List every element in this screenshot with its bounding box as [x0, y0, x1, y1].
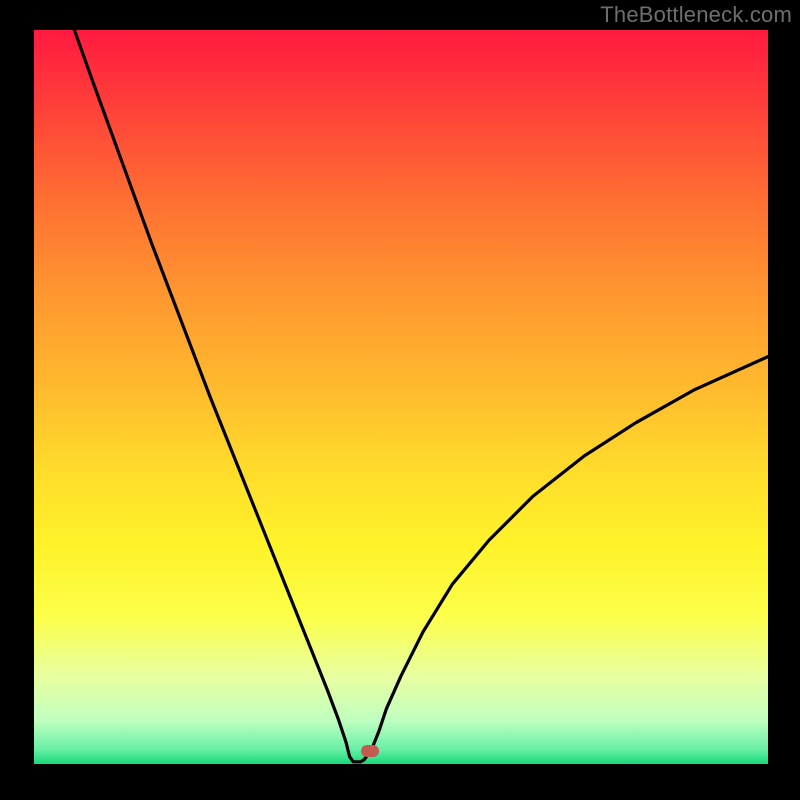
- bottleneck-curve: [34, 30, 768, 764]
- attribution-label: TheBottleneck.com: [600, 2, 792, 28]
- plot-area: [34, 30, 768, 764]
- chart-frame: TheBottleneck.com: [0, 0, 800, 800]
- optimal-point-marker: [361, 745, 379, 757]
